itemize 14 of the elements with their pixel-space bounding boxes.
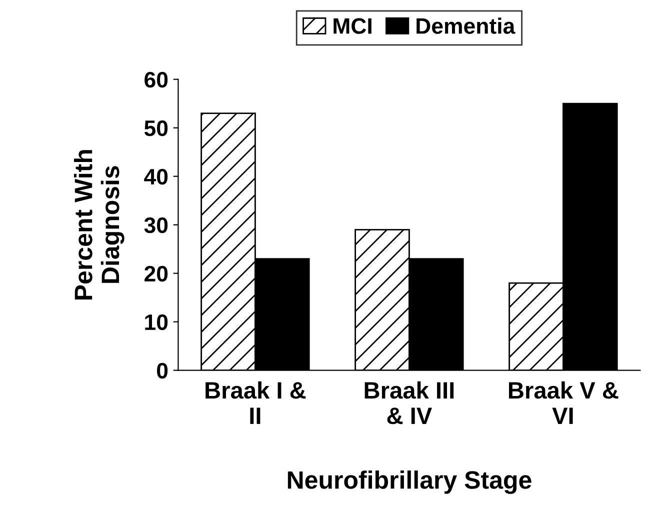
y-tick-label: 30 [144,217,168,234]
legend-label: MCI [334,18,372,34]
y-tick-label: 10 [145,314,168,330]
y-tick-label: 40 [144,168,168,185]
x-tick-label: Braak I & II [206,381,306,424]
x-tick-label: Braak III & IV [364,381,454,424]
y-tick-label: 20 [144,266,168,282]
x-tick-label: Braak V & VI [509,381,618,424]
y-axis-title: Percent With Diagnosis [74,150,124,300]
x-axis-title: Neurofibrillary Stage [288,470,532,494]
y-tick-label: 0 [157,362,168,379]
y-tick-label: 60 [144,72,168,88]
y-tick-label: 50 [144,120,168,136]
legend-label: Dementia [416,18,516,34]
